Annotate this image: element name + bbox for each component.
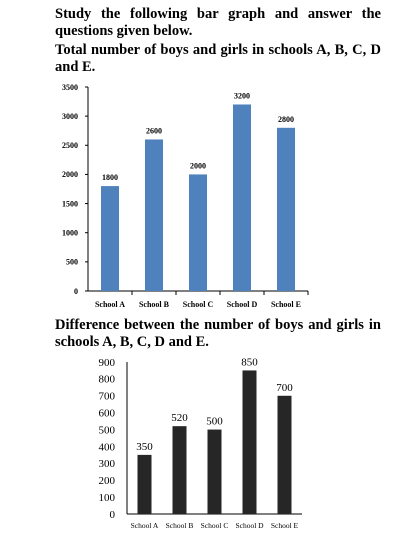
chart-1-data-label: 3200 [234, 91, 250, 100]
chart-2-y-tick-label: 900 [99, 357, 116, 369]
chart-2-category-label: School E [271, 521, 299, 530]
chart-2-data-label: 520 [171, 412, 188, 424]
chart-1-y-tick-label: 3000 [62, 112, 78, 121]
chart-1-y-tick-label: 3500 [62, 83, 78, 92]
chart-2-y-tick-label: 0 [110, 509, 116, 521]
chart-2-y-tick-label: 100 [99, 492, 116, 504]
chart-2-bar [277, 395, 292, 514]
chart-2-y-tick-label: 600 [99, 408, 116, 420]
chart-1-y-tick-label: 2000 [62, 170, 78, 179]
chart-1-data-label: 2600 [146, 126, 162, 135]
chart-1-category-label: School D [227, 300, 258, 309]
chart-1-bar [101, 186, 119, 291]
chart-1-title: Total number of boys and girls in school… [55, 42, 381, 75]
chart-1-bar [189, 174, 207, 291]
chart-2-data-label: 500 [206, 416, 223, 428]
chart-2-y-tick-label: 400 [99, 441, 116, 453]
chart-2-data-label: 850 [241, 356, 258, 368]
chart-1-category-label: School A [95, 300, 125, 309]
chart-2-y-tick-label: 300 [99, 458, 116, 470]
chart-1-data-label: 1800 [102, 173, 118, 182]
chart-2-bar [242, 370, 257, 514]
question-intro: Study the following bar graph and answer… [55, 6, 381, 39]
chart-2-title: Difference between the number of boys an… [55, 317, 381, 350]
chart-2-bar [137, 454, 152, 514]
chart-2-y-tick-label: 700 [99, 391, 116, 403]
chart-1-y-tick-label: 500 [66, 258, 78, 267]
chart-1-category-label: School C [183, 300, 214, 309]
chart-1-bar [277, 127, 295, 291]
chart-1-y-tick-label: 0 [74, 287, 78, 296]
chart-2-data-label: 350 [136, 441, 153, 453]
chart-2-category-label: School B [166, 521, 194, 530]
chart-2-category-label: School D [235, 521, 264, 530]
chart-2-y-tick-label: 200 [99, 475, 116, 487]
chart-2-y-tick-label: 500 [99, 424, 116, 436]
chart-2-bar [172, 426, 187, 514]
chart-1-y-tick-label: 1000 [62, 229, 78, 238]
chart-1-bar [145, 139, 163, 291]
chart-2-category-label: School C [201, 521, 229, 530]
chart-1-category-label: School B [139, 300, 170, 309]
chart-2-category-label: School A [131, 521, 159, 530]
chart-1-data-label: 2000 [190, 161, 206, 170]
chart-1-y-tick-label: 1500 [62, 199, 78, 208]
chart-1-y-tick-label: 2500 [62, 141, 78, 150]
chart-2-bar [207, 429, 222, 514]
chart-1-bar [233, 104, 251, 291]
chart-2-data-label: 700 [276, 382, 293, 394]
chart-2-y-tick-label: 800 [99, 374, 116, 386]
chart-1-data-label: 2800 [278, 115, 294, 124]
chart-1-category-label: School E [271, 300, 301, 309]
